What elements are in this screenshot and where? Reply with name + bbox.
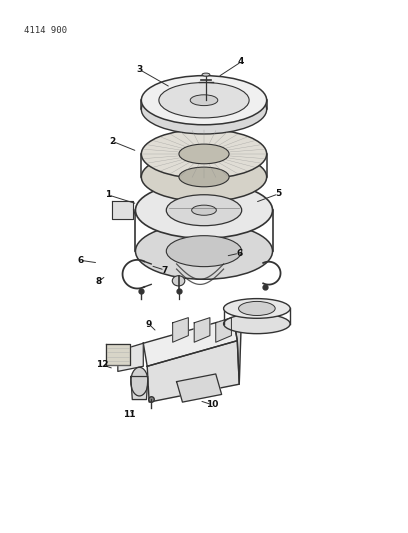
Text: 8: 8 bbox=[95, 277, 101, 286]
Text: 1: 1 bbox=[105, 190, 111, 199]
Polygon shape bbox=[112, 201, 133, 219]
Text: 7: 7 bbox=[162, 265, 168, 274]
Ellipse shape bbox=[192, 205, 216, 215]
Polygon shape bbox=[194, 318, 210, 342]
Polygon shape bbox=[118, 343, 143, 372]
Ellipse shape bbox=[135, 223, 273, 279]
Text: 12: 12 bbox=[96, 360, 109, 369]
Text: 10: 10 bbox=[206, 400, 218, 409]
Ellipse shape bbox=[166, 236, 242, 266]
Text: 11: 11 bbox=[123, 410, 136, 419]
Polygon shape bbox=[173, 318, 188, 342]
Ellipse shape bbox=[224, 298, 290, 318]
Text: 4: 4 bbox=[238, 58, 244, 66]
Ellipse shape bbox=[166, 195, 242, 225]
Ellipse shape bbox=[190, 95, 218, 106]
Text: 9: 9 bbox=[146, 320, 152, 329]
Ellipse shape bbox=[224, 314, 290, 334]
Text: 6: 6 bbox=[236, 249, 242, 257]
Ellipse shape bbox=[141, 76, 267, 125]
Polygon shape bbox=[147, 341, 239, 402]
Polygon shape bbox=[233, 318, 241, 384]
Text: 6: 6 bbox=[78, 256, 84, 265]
Text: 3: 3 bbox=[136, 65, 142, 74]
Text: 4114 900: 4114 900 bbox=[24, 26, 67, 35]
Polygon shape bbox=[106, 344, 130, 365]
Ellipse shape bbox=[239, 302, 275, 316]
Ellipse shape bbox=[172, 276, 185, 286]
Polygon shape bbox=[131, 376, 148, 400]
Ellipse shape bbox=[179, 167, 229, 187]
Ellipse shape bbox=[179, 144, 229, 164]
Polygon shape bbox=[143, 318, 237, 366]
Ellipse shape bbox=[135, 182, 273, 238]
Text: 5: 5 bbox=[275, 189, 282, 198]
Polygon shape bbox=[177, 374, 222, 402]
Ellipse shape bbox=[141, 152, 267, 201]
Ellipse shape bbox=[202, 73, 210, 76]
Polygon shape bbox=[216, 318, 231, 342]
Ellipse shape bbox=[141, 130, 267, 179]
Ellipse shape bbox=[141, 85, 267, 134]
Ellipse shape bbox=[131, 367, 148, 396]
Text: 2: 2 bbox=[109, 136, 115, 146]
Ellipse shape bbox=[159, 83, 249, 118]
